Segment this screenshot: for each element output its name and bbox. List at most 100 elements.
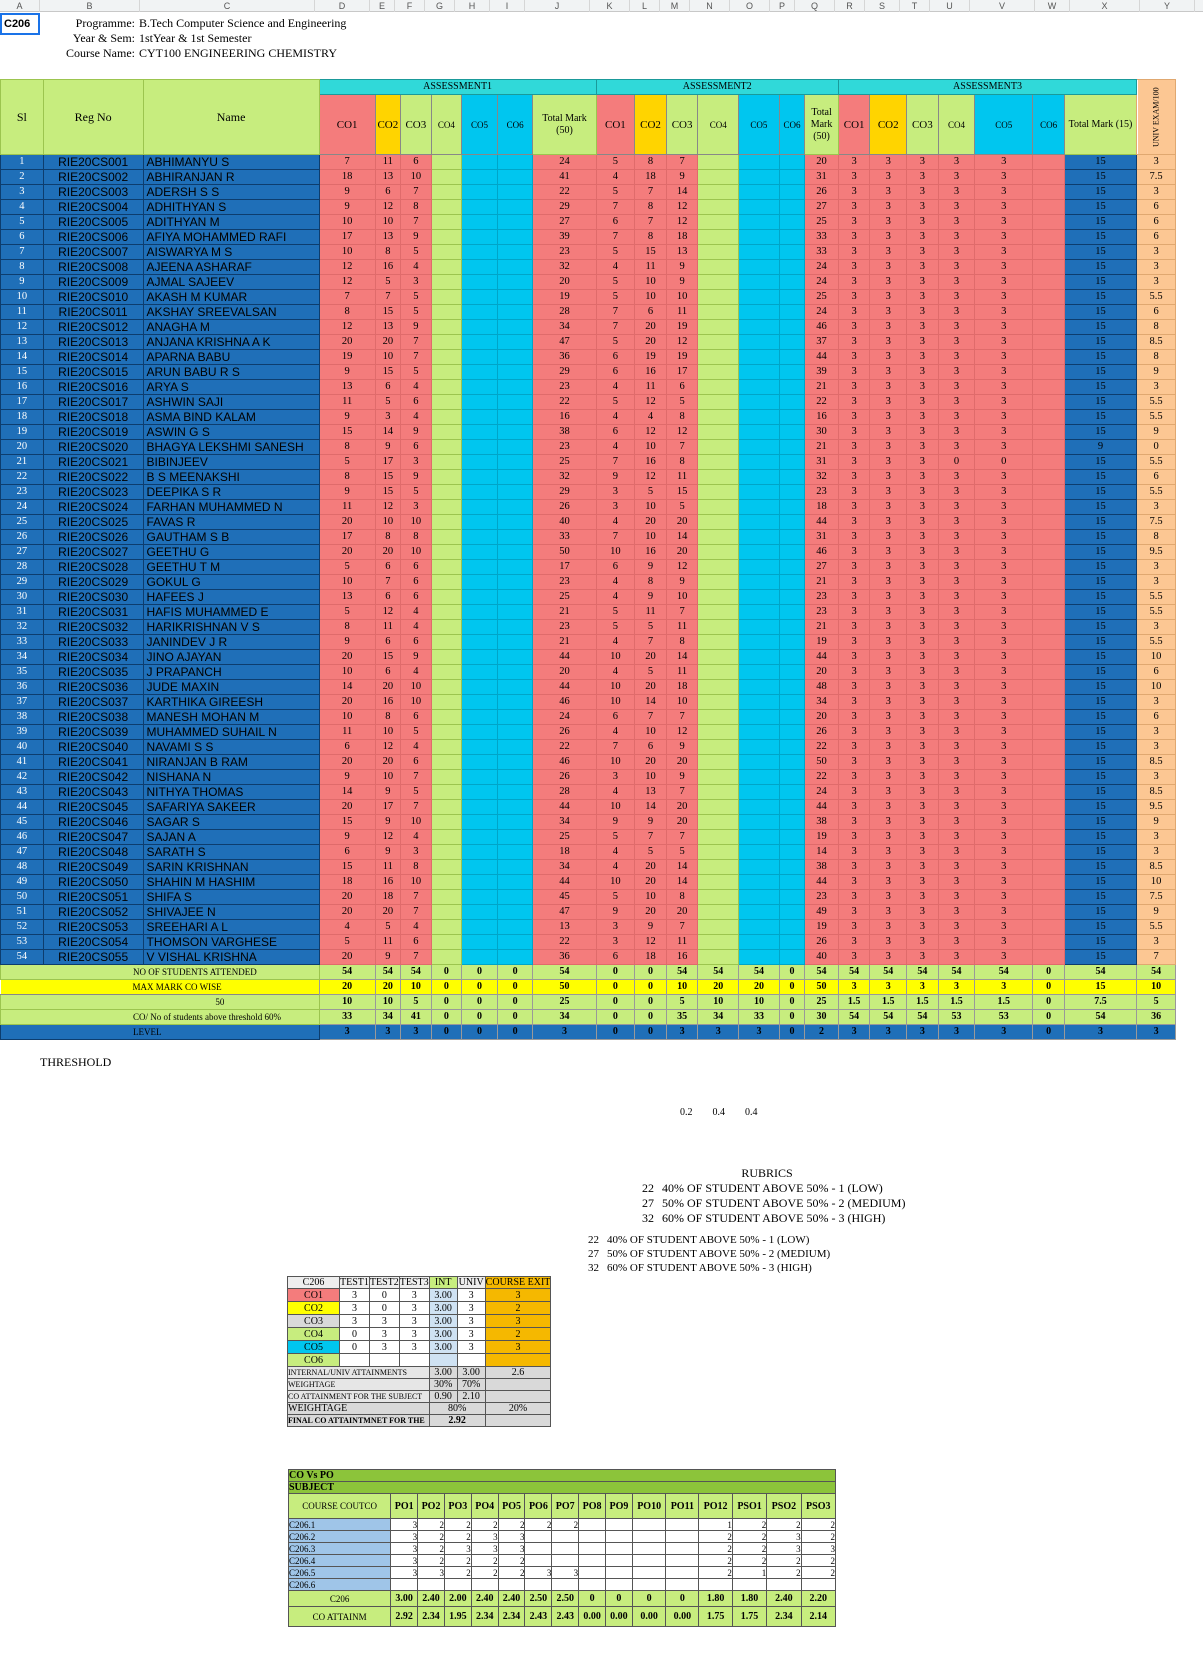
cell-mark [461,904,498,920]
copo-head: PO2 [417,1493,445,1519]
cell-mark: 3 [906,289,939,305]
header-co1: CO1 [595,94,636,155]
cell-sl: 42 [0,769,44,785]
copo-cell [698,1578,733,1591]
cell-mark: 7 [318,154,376,170]
cell-mark: 6 [400,559,432,575]
cell-mark: 11 [374,154,402,170]
cell-mark: 16 [374,259,402,275]
cell-mark [461,799,498,815]
cell-mark: 3 [837,184,871,200]
cell-mark: 19 [804,634,839,650]
cell-mark [738,514,780,530]
cell-mark: 24 [804,304,839,320]
marks-table: Sl Reg No Name ASSESSMENT1 ASSESSMENT2 ASSESS… [0,79,1176,1040]
cell-name: HARIKRISHNAN V S [142,619,320,635]
cell-mark: 50 [804,754,839,770]
column-letter[interactable]: G [425,0,455,12]
cell-mark: 15 [1063,649,1138,665]
cell-mark: 3 [906,814,939,830]
cell-mark: 10 [634,724,667,740]
summary-value: 54 [869,964,908,980]
cell-mark [496,784,534,800]
column-letter[interactable]: B [40,0,140,12]
column-letter[interactable]: V [970,0,1035,12]
cell-mark: 18 [532,844,597,860]
column-letter[interactable]: M [660,0,690,12]
cell-mark [738,544,780,560]
column-letter[interactable]: F [395,0,425,12]
column-letter[interactable]: J [525,0,590,12]
cell-mark: 14 [318,679,376,695]
cell-name: APARNA BABU [142,349,320,365]
column-letter[interactable]: W [1035,0,1070,12]
cell-mark: 44 [804,874,839,890]
cell-mark: 3 [974,694,1034,710]
column-letter[interactable]: X [1070,0,1140,12]
column-letter[interactable]: K [590,0,630,12]
cell-mark: 3 [937,544,976,560]
cell-mark: 8 [318,469,376,485]
cell-mark [461,814,498,830]
column-letter[interactable]: N [690,0,730,12]
column-letter[interactable]: H [455,0,490,12]
internal-value: 2.6 [484,1366,552,1379]
cell-mark: 3 [906,904,939,920]
column-letter[interactable]: T [900,0,930,12]
column-letter[interactable]: U [930,0,970,12]
cell-reference[interactable]: C206 [0,13,40,35]
cell-mark: 3 [869,874,908,890]
summary-value: 3 [974,979,1034,995]
cell-mark: 10 [400,169,432,185]
column-letter[interactable]: S [865,0,900,12]
column-letter[interactable]: D [315,0,370,12]
cell-mark: 44 [532,649,597,665]
column-letter[interactable]: P [770,0,795,12]
cell-mark [738,679,780,695]
column-letter[interactable]: O [730,0,770,12]
column-letter[interactable]: E [370,0,395,12]
cell-mark: 5 [595,184,636,200]
copo-cell [470,1578,499,1591]
cell-mark: 15 [1063,904,1138,920]
cell-mark: 15 [1063,604,1138,620]
cell-mark: 3 [869,604,908,620]
cell-mark: 3 [869,829,908,845]
copo-cell [665,1566,700,1579]
cell-univ: 3 [1136,379,1176,395]
cell-sl: 41 [0,754,44,770]
cell-mark: 13 [318,589,376,605]
copo-cell [631,1578,667,1591]
cell-mark: 3 [906,619,939,635]
cell-mark: 17 [532,559,597,575]
summary-value: 3 [1063,1024,1138,1040]
cell-mark: 3 [974,829,1034,845]
column-letter[interactable]: Y [1140,0,1195,12]
cell-name: BIBINJEEV [142,454,320,470]
copo-cell: 3 [470,1542,499,1555]
copo-cell: 2 [470,1518,499,1531]
cell-mark: 3 [837,484,871,500]
summary-value: 3 [665,1024,699,1040]
cell-sl: 7 [0,244,44,260]
column-letter[interactable]: R [835,0,865,12]
cell-mark: 3 [837,814,871,830]
cell-mark: 11 [665,619,699,635]
column-letter[interactable]: L [630,0,660,12]
cell-mark: 7 [400,214,432,230]
cell-mark: 3 [869,319,908,335]
cell-mark: 7 [400,184,432,200]
column-letter[interactable]: C [140,0,315,12]
cell-reg: RIE20CS050 [42,874,144,890]
cell-mark: 3 [937,919,976,935]
cell-name: J PRAPANCH [142,664,320,680]
column-letter[interactable]: Q [795,0,835,12]
column-letter[interactable]: A [0,0,40,12]
cell-mark [461,229,498,245]
header-co3: CO3 [400,94,432,155]
cell-mark [738,889,780,905]
cell-mark: 6 [400,754,432,770]
cell-mark: 8 [634,229,667,245]
cell-mark: 3 [906,589,939,605]
column-letter[interactable]: I [490,0,525,12]
